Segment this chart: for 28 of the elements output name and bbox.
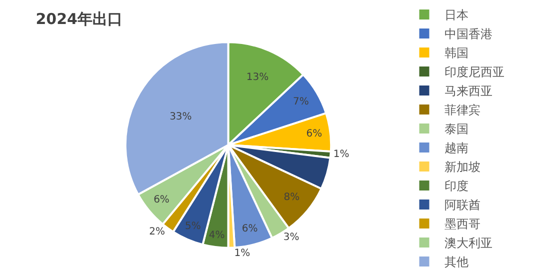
data-label: 1%	[234, 248, 250, 259]
legend-label: 日本	[444, 8, 468, 22]
legend-label: 中国香港	[444, 27, 492, 42]
legend-label: 印度尼西亚	[444, 65, 504, 80]
data-label: 8%	[284, 192, 300, 203]
data-label: 5%	[184, 221, 201, 232]
legend-label: 菲律宾	[444, 103, 480, 118]
legend-label: 墨西哥	[444, 217, 480, 232]
data-label: 3%	[283, 232, 300, 244]
legend-label: 澳大利亚	[444, 236, 492, 250]
legend-label: 泰国	[444, 122, 468, 136]
legend-label: 阿联酋	[444, 198, 480, 212]
data-label: 4%	[208, 230, 225, 242]
legend-label: 新加坡	[444, 160, 480, 174]
data-label: 2%	[149, 226, 166, 238]
legend-label: 马来西亚	[444, 84, 492, 98]
data-label: 1%	[333, 149, 350, 160]
legend-label: 越南	[444, 141, 468, 156]
data-label: 13%	[246, 72, 269, 83]
data-label: 6%	[306, 128, 322, 140]
data-label: 6%	[154, 194, 170, 206]
data-label: 6%	[242, 223, 258, 234]
legend-label: 其他	[444, 255, 468, 269]
data-label: 7%	[292, 96, 309, 108]
legend-label: 印度	[444, 179, 468, 194]
data-label: 33%	[170, 111, 192, 122]
chart-title: 2024年出口	[36, 10, 122, 28]
legend-label: 韩国	[444, 46, 468, 60]
